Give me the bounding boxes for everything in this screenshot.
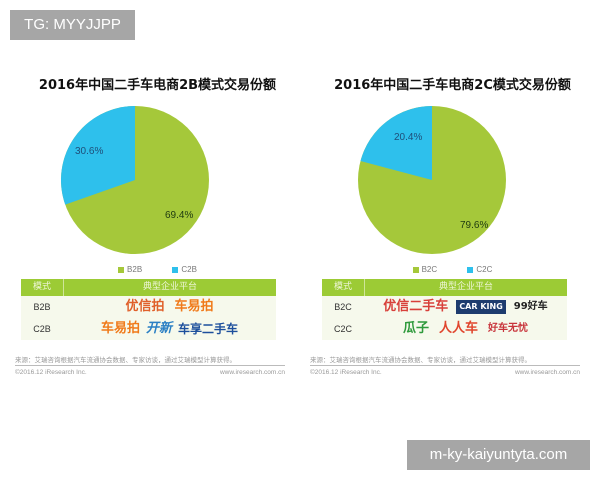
logo-kaixin: 开新 <box>145 321 172 336</box>
label-c2c-pct: 20.4% <box>394 132 423 143</box>
platform-table: 模式 典型企业平台 B2C 优信二手车 CAR KING 99好车 C2C 瓜子… <box>322 279 567 340</box>
logo-cheyipai: 车易拍 <box>100 321 140 336</box>
table-row: C2C 瓜子 人人车 好车无忧 <box>322 318 567 340</box>
legend: B2B C2B <box>15 265 300 274</box>
label-c2b-pct: 30.6% <box>75 146 104 157</box>
pie-chart-2b <box>60 106 209 254</box>
logo-haochewuyou: 好车无忧 <box>488 323 529 334</box>
slice-c2c <box>360 106 432 180</box>
logo-carking: CAR KING <box>456 300 506 314</box>
divider <box>310 365 580 366</box>
website: www.iresearch.com.cn <box>514 369 580 376</box>
platform-table: 模式 典型企业平台 B2B 优信拍 车易拍 C2B 车易拍 开新 车享二手车 <box>21 279 276 340</box>
row-mode: B2C <box>334 302 352 312</box>
chart-panel-2c: 2016年中国二手车电商2C模式交易份额 20.4% 79.6% B2C C2C… <box>310 70 595 390</box>
legend-item-c2c: C2C <box>467 265 492 274</box>
copyright: ©2016.12 iResearch Inc. <box>310 369 382 376</box>
watermark-bottom: m-ky-kaiyuntyta.com <box>407 440 590 470</box>
table-row: B2C 优信二手车 CAR KING 99好车 <box>322 296 567 318</box>
divider <box>15 365 285 366</box>
legend-item-b2b: B2B <box>118 265 142 274</box>
legend-item-c2b: C2B <box>172 265 197 274</box>
table-row: B2B 优信拍 车易拍 <box>21 296 276 318</box>
logo-chexiang: 车享二手车 <box>178 322 239 336</box>
label-b2c-pct: 79.6% <box>460 220 489 231</box>
row-mode: C2C <box>333 324 352 334</box>
legend: B2C C2C <box>310 265 595 274</box>
footer: ©2016.12 iResearch Inc. www.iresearch.co… <box>15 369 285 376</box>
table-row: C2B 车易拍 开新 车享二手车 <box>21 318 276 340</box>
source-note: 来源：艾瑞咨询根据汽车流通协会数据、专家访谈，通过艾瑞模型计算获得。 <box>15 356 236 364</box>
chart-panel-2b: 2016年中国二手车电商2B模式交易份额 30.6% 69.4% B2B C2B… <box>15 70 300 390</box>
source-note: 来源：艾瑞咨询根据汽车流通协会数据、专家访谈，通过艾瑞模型计算获得。 <box>310 356 531 364</box>
header-platforms: 典型企业平台 <box>142 282 197 292</box>
pie-chart-2c <box>358 106 506 254</box>
row-mode: B2B <box>33 302 51 312</box>
watermark-top: TG: MYYJJPP <box>10 10 135 40</box>
slice-c2b <box>60 106 136 205</box>
copyright: ©2016.12 iResearch Inc. <box>15 369 87 376</box>
header-mode: 模式 <box>21 279 64 296</box>
logo-99haoche: 99好车 <box>513 301 548 312</box>
logo-youxinpai: 优信拍 <box>125 299 165 314</box>
footer: ©2016.12 iResearch Inc. www.iresearch.co… <box>310 369 580 376</box>
website: www.iresearch.com.cn <box>219 369 285 376</box>
label-b2b-pct: 69.4% <box>165 210 194 221</box>
chart-title: 2016年中国二手车电商2C模式交易份额 <box>334 78 571 93</box>
header-platforms: 典型企业平台 <box>438 282 493 292</box>
chart-title: 2016年中国二手车电商2B模式交易份额 <box>38 78 277 93</box>
logo-guazi: 瓜子 <box>402 321 429 336</box>
logo-youxin: 优信二手车 <box>383 299 449 314</box>
row-mode: C2B <box>33 324 51 334</box>
legend-item-b2c: B2C <box>412 265 437 274</box>
logo-renrenche: 人人车 <box>439 321 479 336</box>
logo-cheyipai: 车易拍 <box>174 299 214 314</box>
header-mode: 模式 <box>322 279 365 296</box>
